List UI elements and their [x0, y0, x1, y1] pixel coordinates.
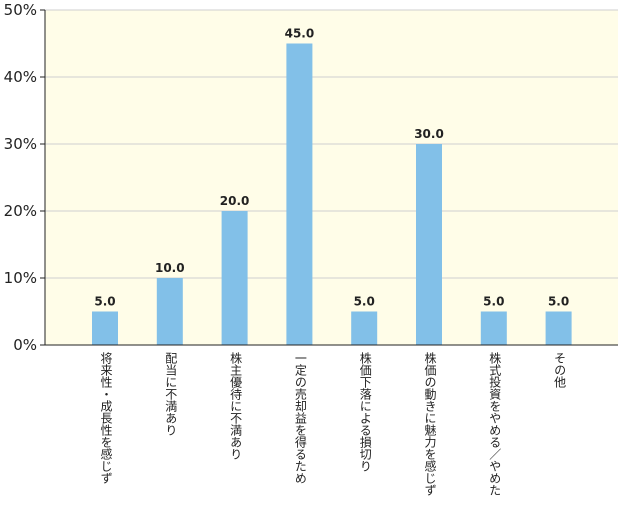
y-tick-label: 0%	[13, 336, 37, 354]
data-label: 10.0	[155, 261, 185, 275]
data-label: 45.0	[285, 27, 315, 41]
bar	[286, 43, 313, 345]
bar	[416, 144, 442, 345]
x-category-label: 株価下落による損切り	[358, 352, 373, 472]
y-tick-label: 40%	[4, 68, 37, 86]
y-tick-label: 50%	[4, 1, 37, 19]
gridlines	[45, 9, 618, 279]
data-label: 5.0	[548, 295, 569, 309]
y-tick-label: 10%	[4, 269, 37, 287]
x-category-label: 株価の動きに魅力を感じず	[423, 352, 437, 496]
x-category-label: 株主優待に不満あり	[228, 352, 243, 460]
data-label: 5.0	[483, 295, 504, 309]
x-category-label: 配当に不満あり	[163, 352, 178, 436]
data-label: 5.0	[94, 295, 115, 309]
bar	[545, 311, 572, 345]
x-category-label: 株式投資をやめる／やめた	[487, 352, 502, 496]
bars	[92, 43, 572, 345]
data-label: 5.0	[354, 295, 375, 309]
x-category-label: 一定の売却益を得るため	[293, 352, 308, 484]
data-label: 20.0	[220, 194, 250, 208]
data-label: 30.0	[414, 127, 444, 141]
axes	[44, 10, 618, 346]
bar	[351, 311, 378, 345]
bar	[221, 211, 248, 345]
y-tick-label: 20%	[4, 202, 37, 220]
data-labels: 5.0 10.0 20.0 45.0 5.0 30.0 5.0 5.0	[94, 27, 569, 309]
bar	[92, 311, 118, 345]
x-category-label: その他	[552, 352, 567, 388]
y-tick-label: 30%	[4, 135, 37, 153]
bar	[156, 278, 183, 345]
y-tick-labels: 0% 10% 20% 30% 40% 50%	[4, 1, 45, 354]
bar	[480, 311, 507, 345]
plot-area	[45, 10, 618, 345]
x-category-label: 将来性・成長性を感じず	[99, 352, 113, 484]
